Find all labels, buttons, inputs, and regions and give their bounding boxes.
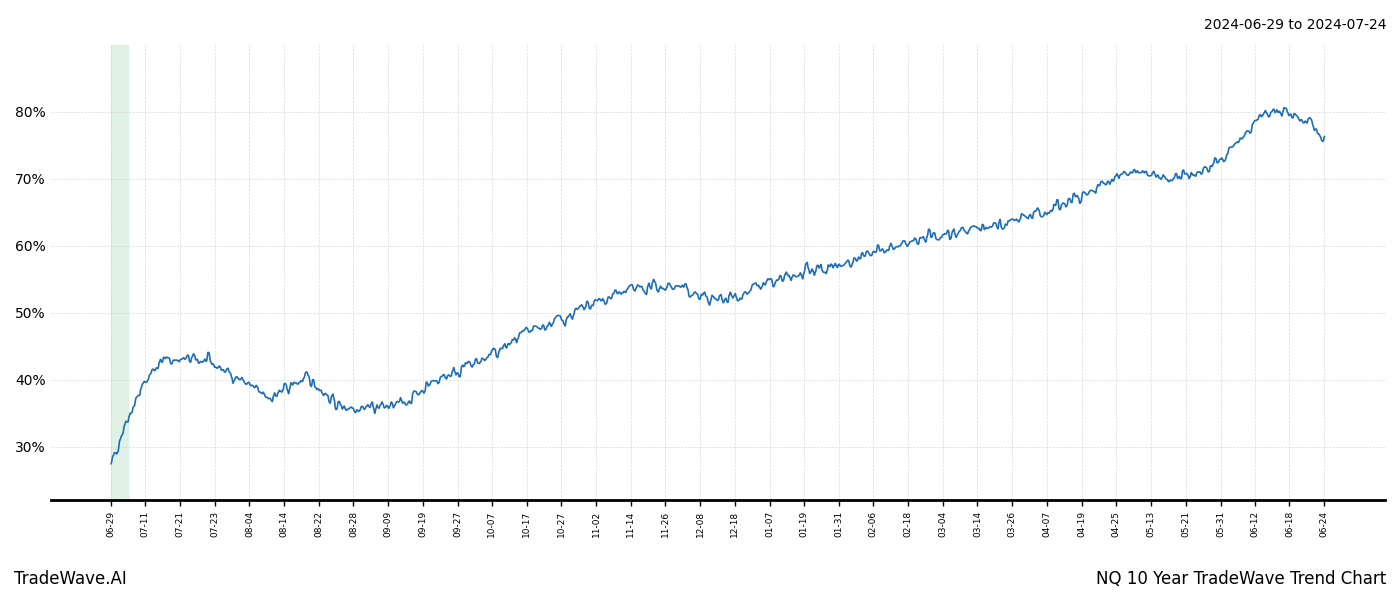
- Text: 2024-06-29 to 2024-07-24: 2024-06-29 to 2024-07-24: [1204, 18, 1386, 32]
- Text: NQ 10 Year TradeWave Trend Chart: NQ 10 Year TradeWave Trend Chart: [1096, 570, 1386, 588]
- Bar: [111, 45, 127, 500]
- Text: TradeWave.AI: TradeWave.AI: [14, 570, 127, 588]
